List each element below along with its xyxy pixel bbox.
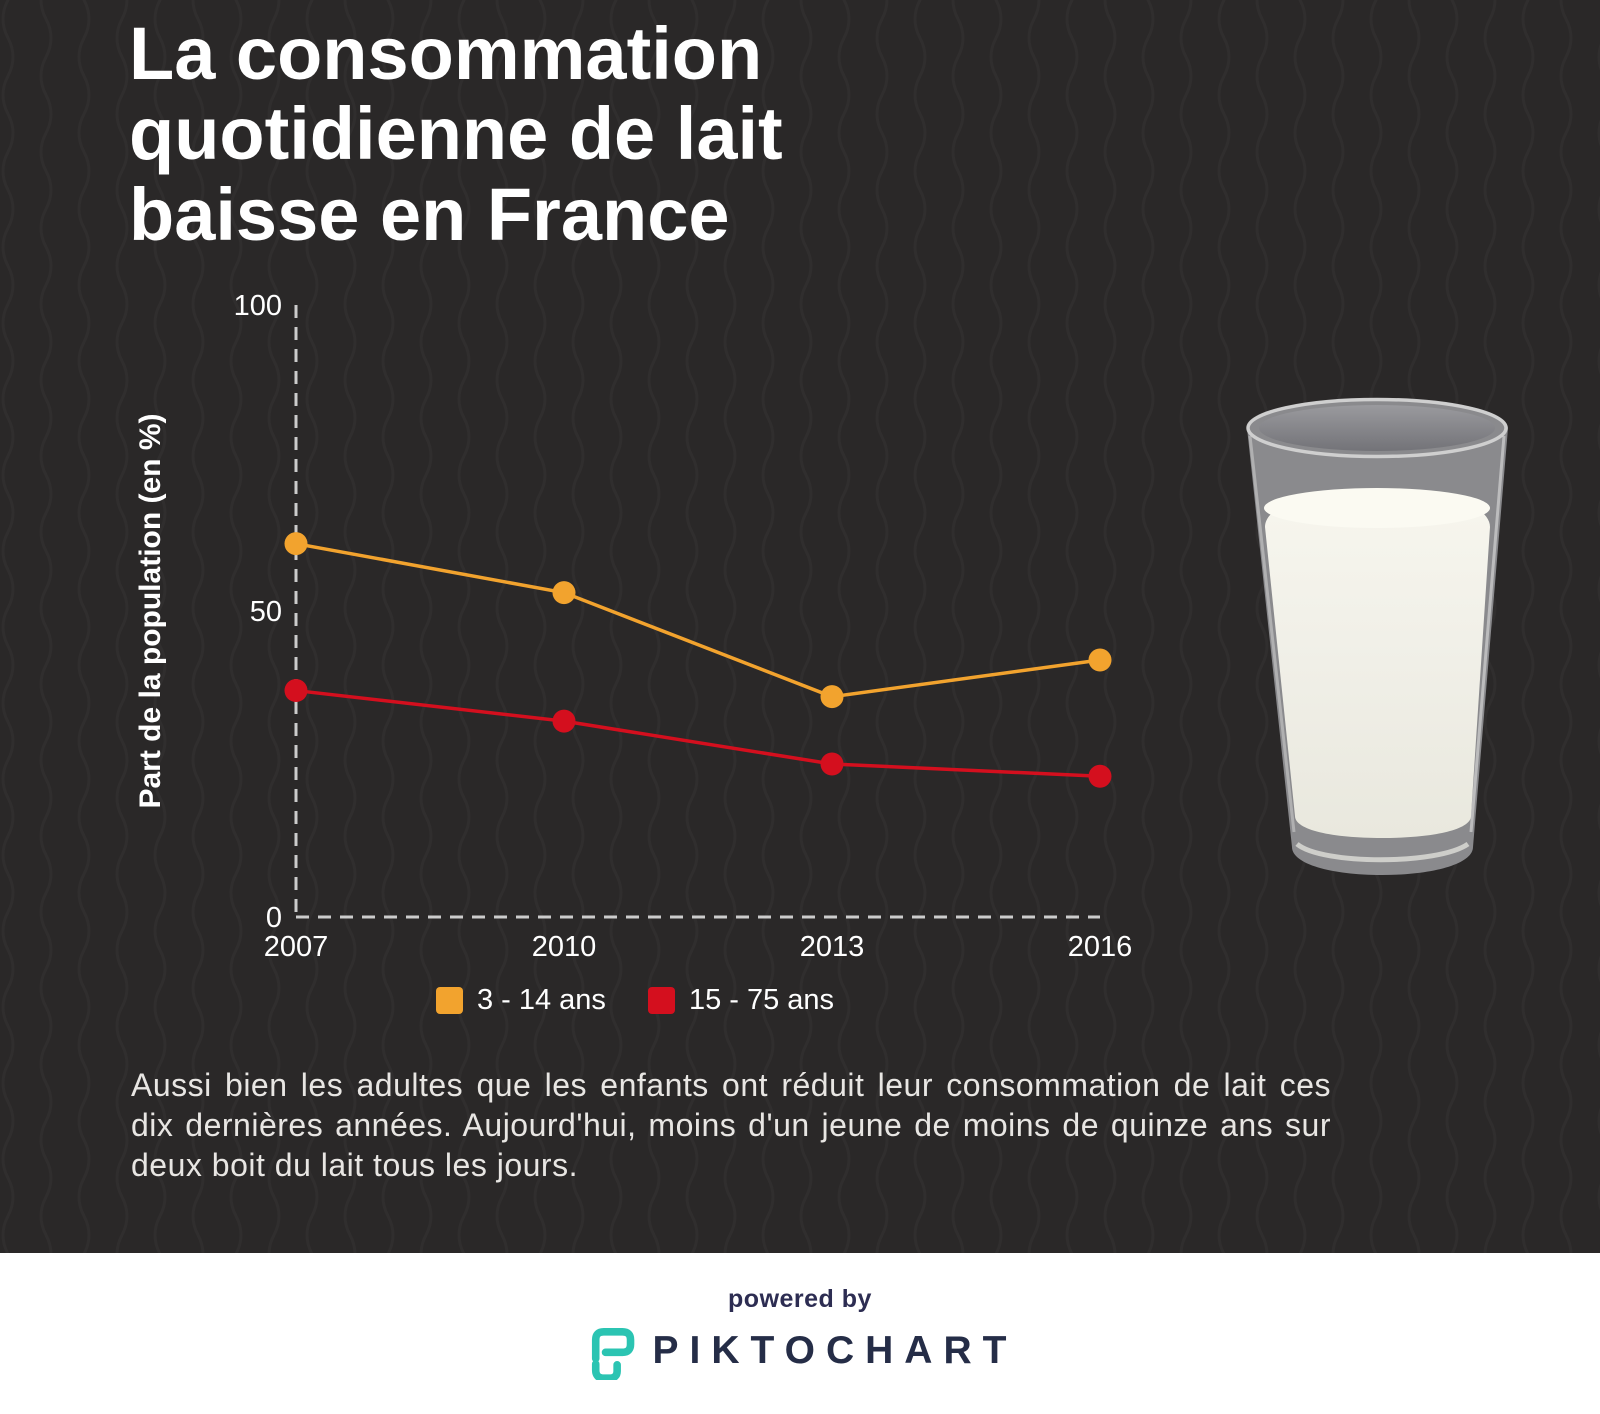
svg-text:100: 100 [234,290,282,322]
legend-swatch [435,987,463,1014]
y-axis-tick-labels: 0 50 100 [234,290,282,934]
line-chart: Part de la population (en %) 0 50 100 2007… [134,290,1133,963]
footer: powered by PIKTOCHART [0,1253,1600,1414]
legend-swatch [647,987,675,1014]
svg-text:0: 0 [266,902,282,934]
legend-item: 3 - 14 ans [435,984,606,1017]
legend-item: 15 - 75 ans [647,984,835,1017]
data-point [284,679,308,703]
y-axis-title: Part de la population (en %) [134,413,167,808]
data-point [820,685,844,709]
legend-label: 15 - 75 ans [688,984,835,1016]
glass-rim-outline [1246,397,1508,459]
svg-text:2010: 2010 [532,931,597,963]
svg-text:50: 50 [250,596,282,628]
chart-series [284,532,1112,788]
data-point [284,532,308,556]
milk-body [1265,490,1490,838]
svg-text:2007: 2007 [264,931,329,963]
wave-pattern-background [0,0,1600,1253]
chart-legend: 3 - 14 ans 15 - 75 ans [130,984,1140,1017]
data-point [1088,648,1112,672]
glass-right-highlight [1469,435,1506,833]
data-point [552,581,576,605]
page-title: La consommation quotidienne de lait bais… [129,12,783,256]
data-point [1088,764,1112,788]
series-line [295,688,1101,778]
milk-surface [1264,488,1490,528]
caption-text: Aussi bien les adultes que les enfants o… [131,1067,1331,1183]
data-point [820,752,844,776]
milk-glass-image [1246,397,1508,875]
dark-background: La consommation quotidienne de lait bais… [0,0,1600,1253]
piktochart-logo-icon [591,1328,634,1380]
brand-logo-row: PIKTOCHART [583,1322,1018,1380]
x-axis-tick-labels: 2007 2010 2013 2016 [264,931,1133,963]
series-line [295,541,1101,699]
powered-by-text: powered by [728,1285,872,1313]
data-point [552,709,576,733]
glass-rim-inner [1259,405,1495,451]
svg-text:2016: 2016 [1068,931,1133,963]
glass-base-highlight [1295,841,1470,863]
glass-left-highlight [1248,435,1296,833]
legend-label: 3 - 14 ans [476,984,606,1016]
brand-name-text: PIKTOCHART [652,1329,1018,1372]
svg-text:2013: 2013 [800,931,865,963]
